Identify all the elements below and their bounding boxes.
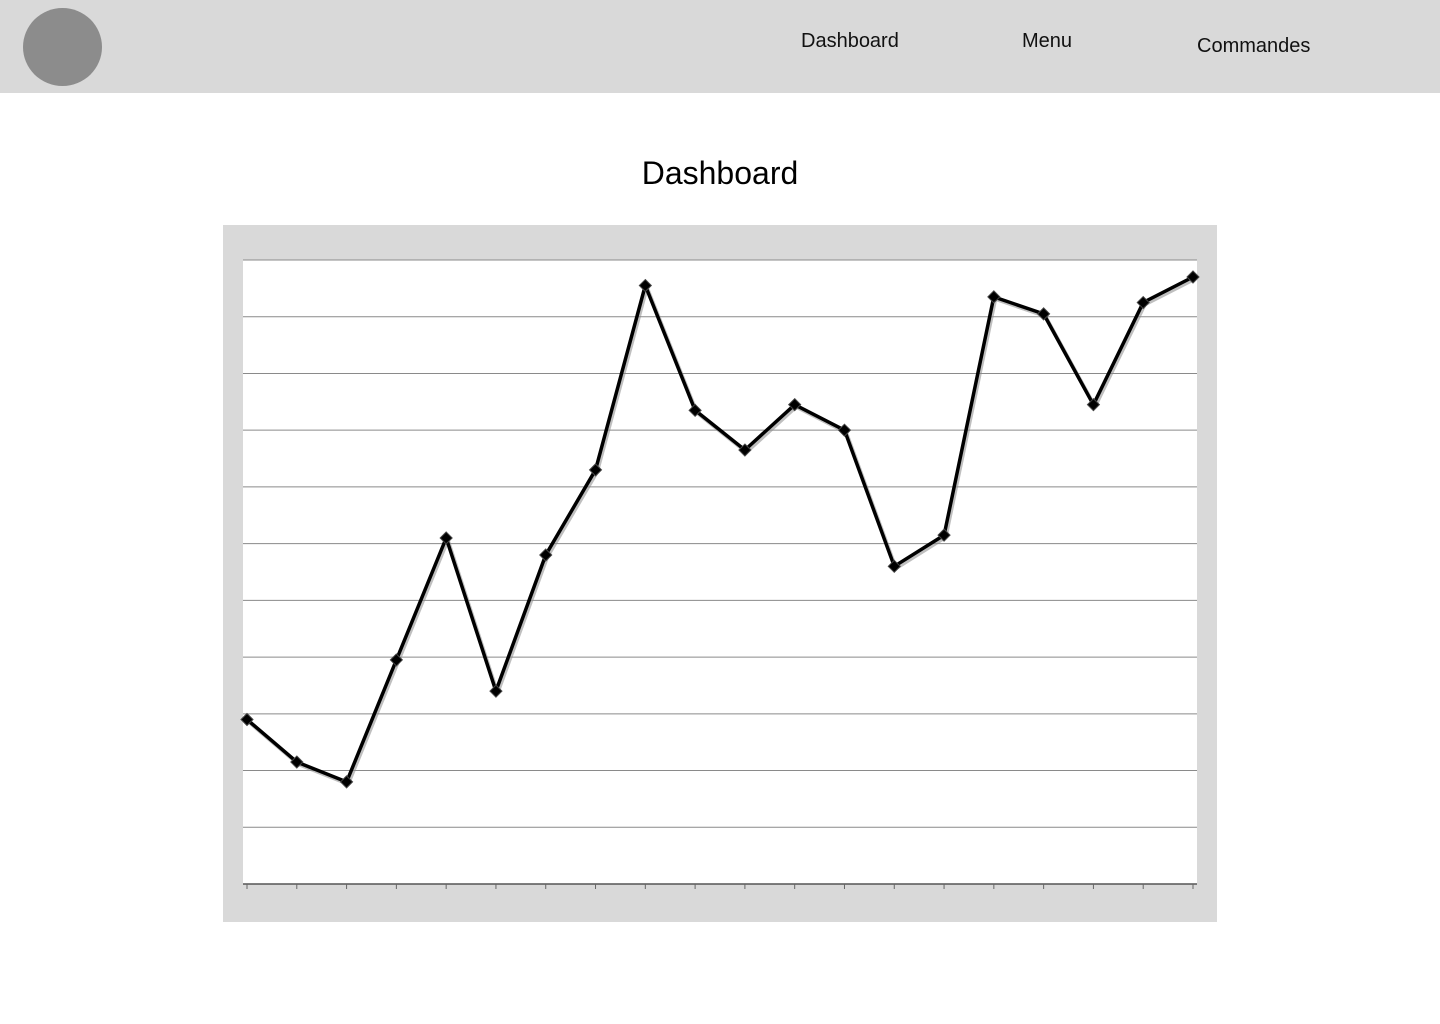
top-navigation-bar: Dashboard Menu Commandes <box>0 0 1440 93</box>
plot-area <box>243 260 1197 884</box>
data-point-marker <box>638 278 653 293</box>
x-axis-ticks <box>246 884 1194 889</box>
data-point-marker <box>1186 270 1200 284</box>
data-point-marker <box>439 531 453 545</box>
series-line-group <box>245 275 1196 786</box>
data-point-marker <box>738 443 752 457</box>
nav-link-commandes[interactable]: Commandes <box>1197 35 1311 57</box>
data-point-marker <box>539 548 553 562</box>
data-point-marker <box>1086 397 1101 412</box>
data-point-marker <box>290 755 304 769</box>
data-point-marker <box>489 684 503 698</box>
data-point-marker <box>787 397 802 412</box>
data-point-marker <box>837 423 852 437</box>
data-point-marker <box>1136 295 1150 310</box>
series-line <box>245 275 1194 784</box>
data-point-marker <box>240 712 254 727</box>
chart-container <box>223 225 1217 922</box>
line-chart <box>240 259 1200 889</box>
nav-link-dashboard[interactable]: Dashboard <box>801 30 899 52</box>
avatar[interactable] <box>23 8 102 86</box>
data-point-marker <box>987 290 1001 304</box>
data-point-marker <box>937 528 951 542</box>
data-point-marker <box>1036 307 1051 321</box>
data-point-marker <box>389 653 404 667</box>
data-point-marker <box>339 775 354 789</box>
page-title: Dashboard <box>641 155 799 191</box>
data-point-marker <box>887 559 901 574</box>
data-point-marker <box>588 463 603 477</box>
data-markers <box>240 270 1200 789</box>
data-point-marker <box>688 403 702 418</box>
nav-link-menu[interactable]: Menu <box>1022 30 1073 52</box>
gridlines <box>243 259 1197 885</box>
